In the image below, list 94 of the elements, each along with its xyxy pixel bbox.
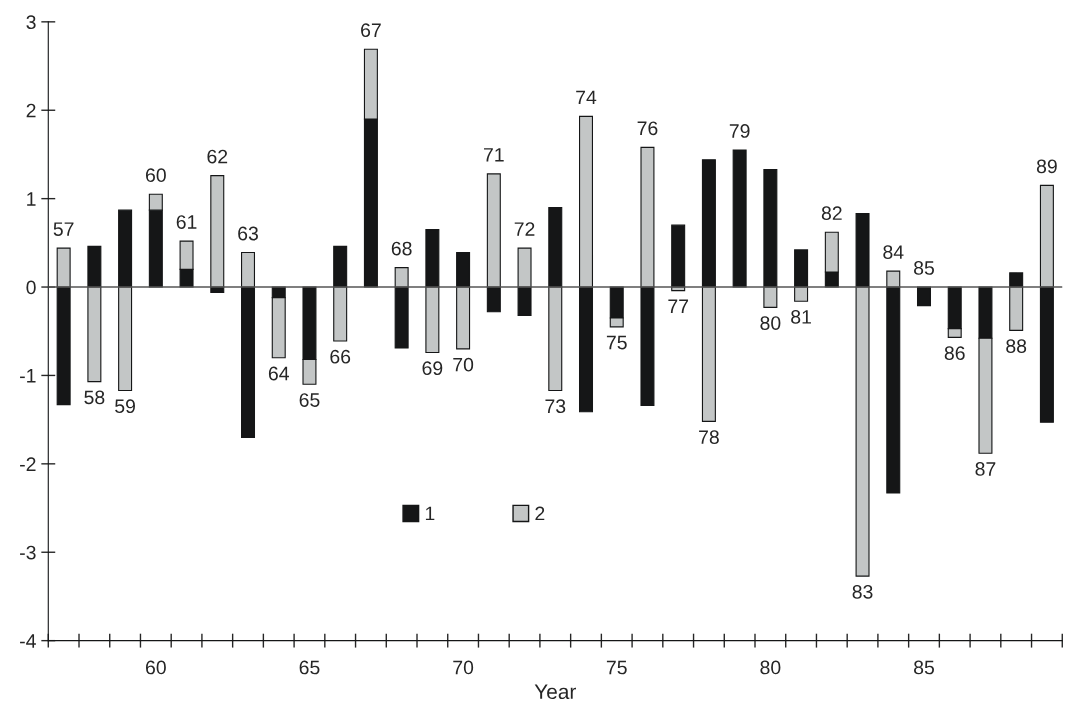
annotation: 85 [914,261,934,275]
annotation: 65 [299,393,320,407]
bar [855,286,870,577]
annotation: 77 [668,299,689,313]
annotation: 59 [115,399,135,414]
bar [794,249,809,288]
x-tick-label: 85 [914,660,934,675]
annotation: 60 [146,168,166,183]
annotation: 58 [84,390,105,405]
annotation: 79 [729,124,750,138]
y-tick-label: 1 [27,192,36,206]
bar [118,209,133,288]
bar [671,224,686,288]
bar [486,286,501,313]
annotation: 67 [361,23,381,38]
x-tick-label: 65 [299,660,320,675]
bar [425,229,440,288]
annotation: 81 [791,310,811,324]
bar [210,175,225,288]
bar [886,286,901,494]
annotation: 84 [883,245,904,259]
y-tick-label: -4 [20,634,36,648]
annotation: 63 [238,226,258,241]
bar [241,286,256,438]
annotation: 87 [975,462,996,476]
annotation: 71 [484,148,504,162]
bar [855,213,870,288]
bar [548,286,563,392]
bar [118,286,133,392]
bar [578,286,594,413]
bar [916,286,932,307]
legend-label: 2 [535,506,545,521]
y-tick-label: -3 [20,545,36,560]
annotation: 72 [514,222,535,236]
annotation: 73 [545,399,566,414]
bar [763,286,778,308]
y-tick-label: 0 [26,280,36,295]
legend-label: 1 [425,506,435,521]
annotation: 75 [606,335,627,350]
x-tick-label: 80 [760,660,781,675]
annotation: 69 [422,361,443,376]
bar [425,286,440,354]
bar [732,149,747,288]
bar [640,286,655,407]
bar [794,286,809,302]
annotation: 70 [453,357,474,372]
y-tick-label: 2 [26,103,36,118]
bar [1009,272,1024,288]
bar [56,286,71,406]
bar [886,270,901,288]
bar [640,146,655,288]
y-tick-label: 3 [26,15,36,30]
x-axis-title: Year [534,684,576,700]
y-tick-label: -2 [20,457,36,471]
x-tick-label: 70 [453,660,474,675]
annotation: 80 [760,316,781,330]
annotation: 66 [330,349,351,364]
bar [1009,286,1024,331]
bar [1039,286,1054,423]
annotation: 61 [176,215,197,229]
bar [56,247,71,288]
annotation: 78 [699,430,719,445]
bar [517,286,532,316]
annotation: 57 [53,222,74,236]
bar [241,252,256,288]
bar [517,247,532,288]
bar [701,159,716,288]
bar [394,286,409,349]
annotation: 83 [852,584,873,599]
x-tick-label: 75 [606,660,627,675]
bar [548,206,563,288]
annotation: 82 [821,206,842,221]
bar [763,168,778,288]
bar [701,286,716,422]
bar [456,252,471,288]
bar [456,286,471,350]
x-tick-label: 60 [146,660,166,675]
bar [578,115,594,288]
annotation: 76 [637,121,658,136]
annotation: 89 [1036,159,1057,174]
bar [87,245,102,288]
annotation: 64 [268,366,289,381]
bar [87,286,102,383]
bar [486,173,501,288]
y-tick-label: -1 [20,369,36,383]
bar [333,286,348,342]
annotation: 62 [207,149,228,164]
bar [1039,184,1054,288]
bar [394,267,409,288]
annotation: 88 [1006,339,1027,353]
annotation: 86 [944,346,965,361]
annotation: 68 [391,241,412,256]
annotation: 74 [576,90,597,105]
bar [333,245,348,288]
